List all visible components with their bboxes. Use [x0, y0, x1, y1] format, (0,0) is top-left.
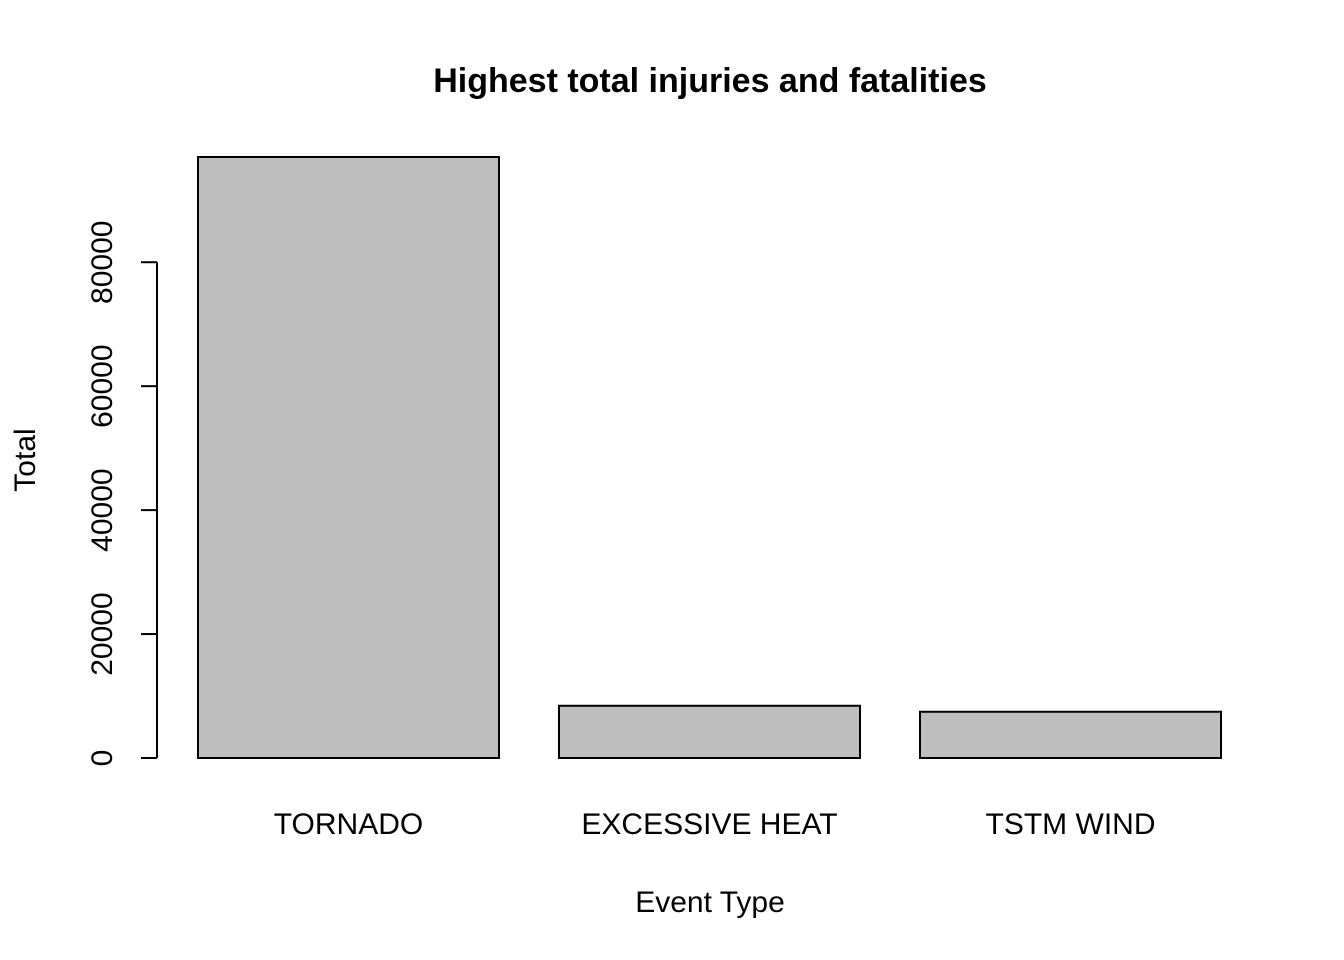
x-tick-label: TSTM WIND — [986, 808, 1156, 841]
bars — [197, 156, 1222, 760]
y-tick-label: 20000 — [86, 592, 119, 675]
y-tick-label: 40000 — [86, 468, 119, 551]
bar-tstm-wind — [919, 710, 1222, 760]
bar-excessive-heat — [558, 704, 861, 759]
x-axis-label: Event Type — [635, 886, 785, 919]
y-tick-label: 80000 — [86, 221, 119, 304]
x-tick-label: EXCESSIVE HEAT — [581, 808, 837, 841]
x-axis-tick-labels: TORNADO EXCESSIVE HEAT TSTM WIND — [274, 808, 1156, 841]
y-tick-label: 60000 — [86, 344, 119, 427]
chart-title: Highest total injuries and fatalities — [433, 62, 987, 100]
bar-tornado — [197, 156, 500, 759]
y-tick-label: 0 — [86, 750, 119, 767]
x-tick-label: TORNADO — [274, 808, 423, 841]
y-axis-label: Total — [9, 428, 42, 491]
y-axis-ticks: 0 20000 40000 60000 80000 — [86, 221, 157, 767]
